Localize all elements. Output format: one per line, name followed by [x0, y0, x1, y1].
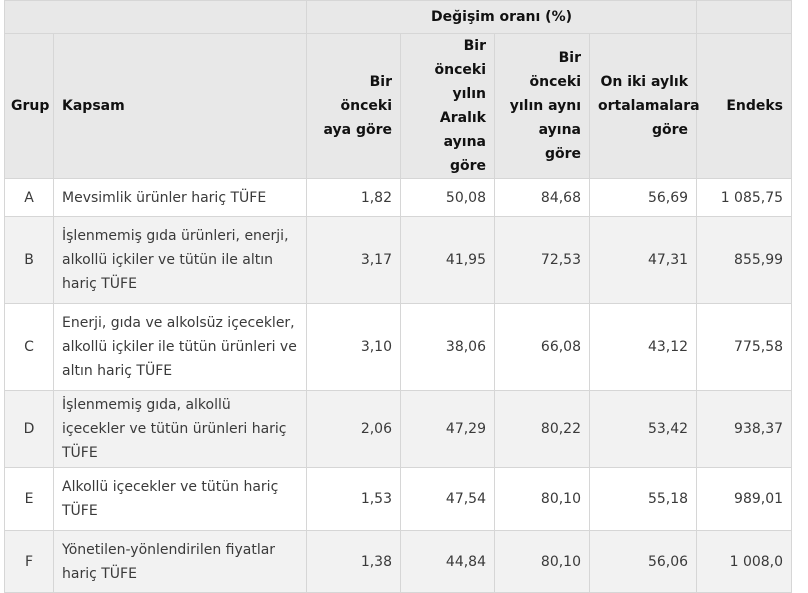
header-annual: Bir önceki yılın aynı ayına göre [494, 33, 590, 179]
cell-december: 47,54 [400, 467, 495, 531]
cell-grup: F [4, 530, 54, 593]
cell-annual: 84,68 [494, 178, 590, 217]
cell-monthly: 1,38 [306, 530, 401, 593]
cell-december: 47,29 [400, 390, 495, 468]
cell-12m-average: 56,69 [588, 178, 698, 217]
cell-december: 44,84 [400, 530, 495, 593]
cell-endeks: 1 008,0 [696, 530, 793, 593]
header-12m-average: On iki aylık ortalamalara göre [588, 33, 700, 179]
cell-monthly: 1,53 [306, 467, 401, 531]
cell-kapsam: Yönetilen-yönlendirilen fiyatlar hariç T… [53, 530, 307, 593]
cell-12m-average: 56,06 [588, 530, 698, 593]
table-row: B İşlenmemiş gıda ürünleri, enerji, alko… [4, 216, 793, 304]
table-row: D İşlenmemiş gıda, alkollü içecekler ve … [4, 390, 793, 468]
cell-grup: D [4, 390, 54, 468]
table-row: C Enerji, gıda ve alkolsüz içecekler, al… [4, 303, 793, 391]
cell-annual: 80,10 [494, 467, 590, 531]
header-grup: Grup [4, 33, 54, 179]
cell-monthly: 2,06 [306, 390, 401, 468]
header-blank-right [696, 0, 793, 34]
cell-grup: E [4, 467, 54, 531]
header-december: Bir önceki yılın Aralık ayına göre [400, 33, 495, 179]
header-monthly: Bir önceki aya göre [306, 33, 401, 179]
table-row: F Yönetilen-yönlendirilen fiyatlar hariç… [4, 530, 793, 593]
cell-monthly: 3,10 [306, 303, 401, 391]
cell-endeks: 775,58 [696, 303, 793, 391]
cell-grup: C [4, 303, 54, 391]
header-kapsam: Kapsam [53, 33, 307, 179]
header-row-columns: Grup Kapsam Bir önceki aya göre Bir önce… [4, 33, 793, 179]
header-blank-left [4, 0, 307, 34]
table-row: A Mevsimlik ürünler hariç TÜFE 1,82 50,0… [4, 178, 793, 217]
cell-annual: 80,22 [494, 390, 590, 468]
cell-12m-average: 55,18 [588, 467, 698, 531]
cell-december: 50,08 [400, 178, 495, 217]
cell-monthly: 1,82 [306, 178, 401, 217]
cell-kapsam: İşlenmemiş gıda ürünleri, enerji, alkoll… [53, 216, 307, 304]
cell-endeks: 938,37 [696, 390, 793, 468]
cell-kapsam: Mevsimlik ürünler hariç TÜFE [53, 178, 307, 217]
cell-endeks: 855,99 [696, 216, 793, 304]
cell-12m-average: 43,12 [588, 303, 698, 391]
cell-kapsam: Alkollü içecekler ve tütün hariç TÜFE [53, 467, 307, 531]
header-row-group: Değişim oranı (%) [4, 0, 793, 34]
cell-annual: 80,10 [494, 530, 590, 593]
cell-december: 38,06 [400, 303, 495, 391]
table-row: E Alkollü içecekler ve tütün hariç TÜFE … [4, 467, 793, 531]
cell-annual: 72,53 [494, 216, 590, 304]
header-change-rate: Değişim oranı (%) [305, 0, 698, 34]
cell-12m-average: 53,42 [588, 390, 698, 468]
cell-12m-average: 47,31 [588, 216, 698, 304]
cell-december: 41,95 [400, 216, 495, 304]
cell-kapsam: Enerji, gıda ve alkolsüz içecekler, alko… [53, 303, 307, 391]
cell-monthly: 3,17 [306, 216, 401, 304]
cell-grup: A [4, 178, 54, 217]
cell-kapsam: İşlenmemiş gıda, alkollü içecekler ve tü… [53, 390, 307, 468]
cell-endeks: 1 085,75 [696, 178, 793, 217]
header-endeks: Endeks [696, 33, 793, 179]
cell-endeks: 989,01 [696, 467, 793, 531]
cpi-change-table: Değişim oranı (%) Grup Kapsam Bir önceki… [4, 0, 793, 593]
cell-annual: 66,08 [494, 303, 590, 391]
cell-grup: B [4, 216, 54, 304]
